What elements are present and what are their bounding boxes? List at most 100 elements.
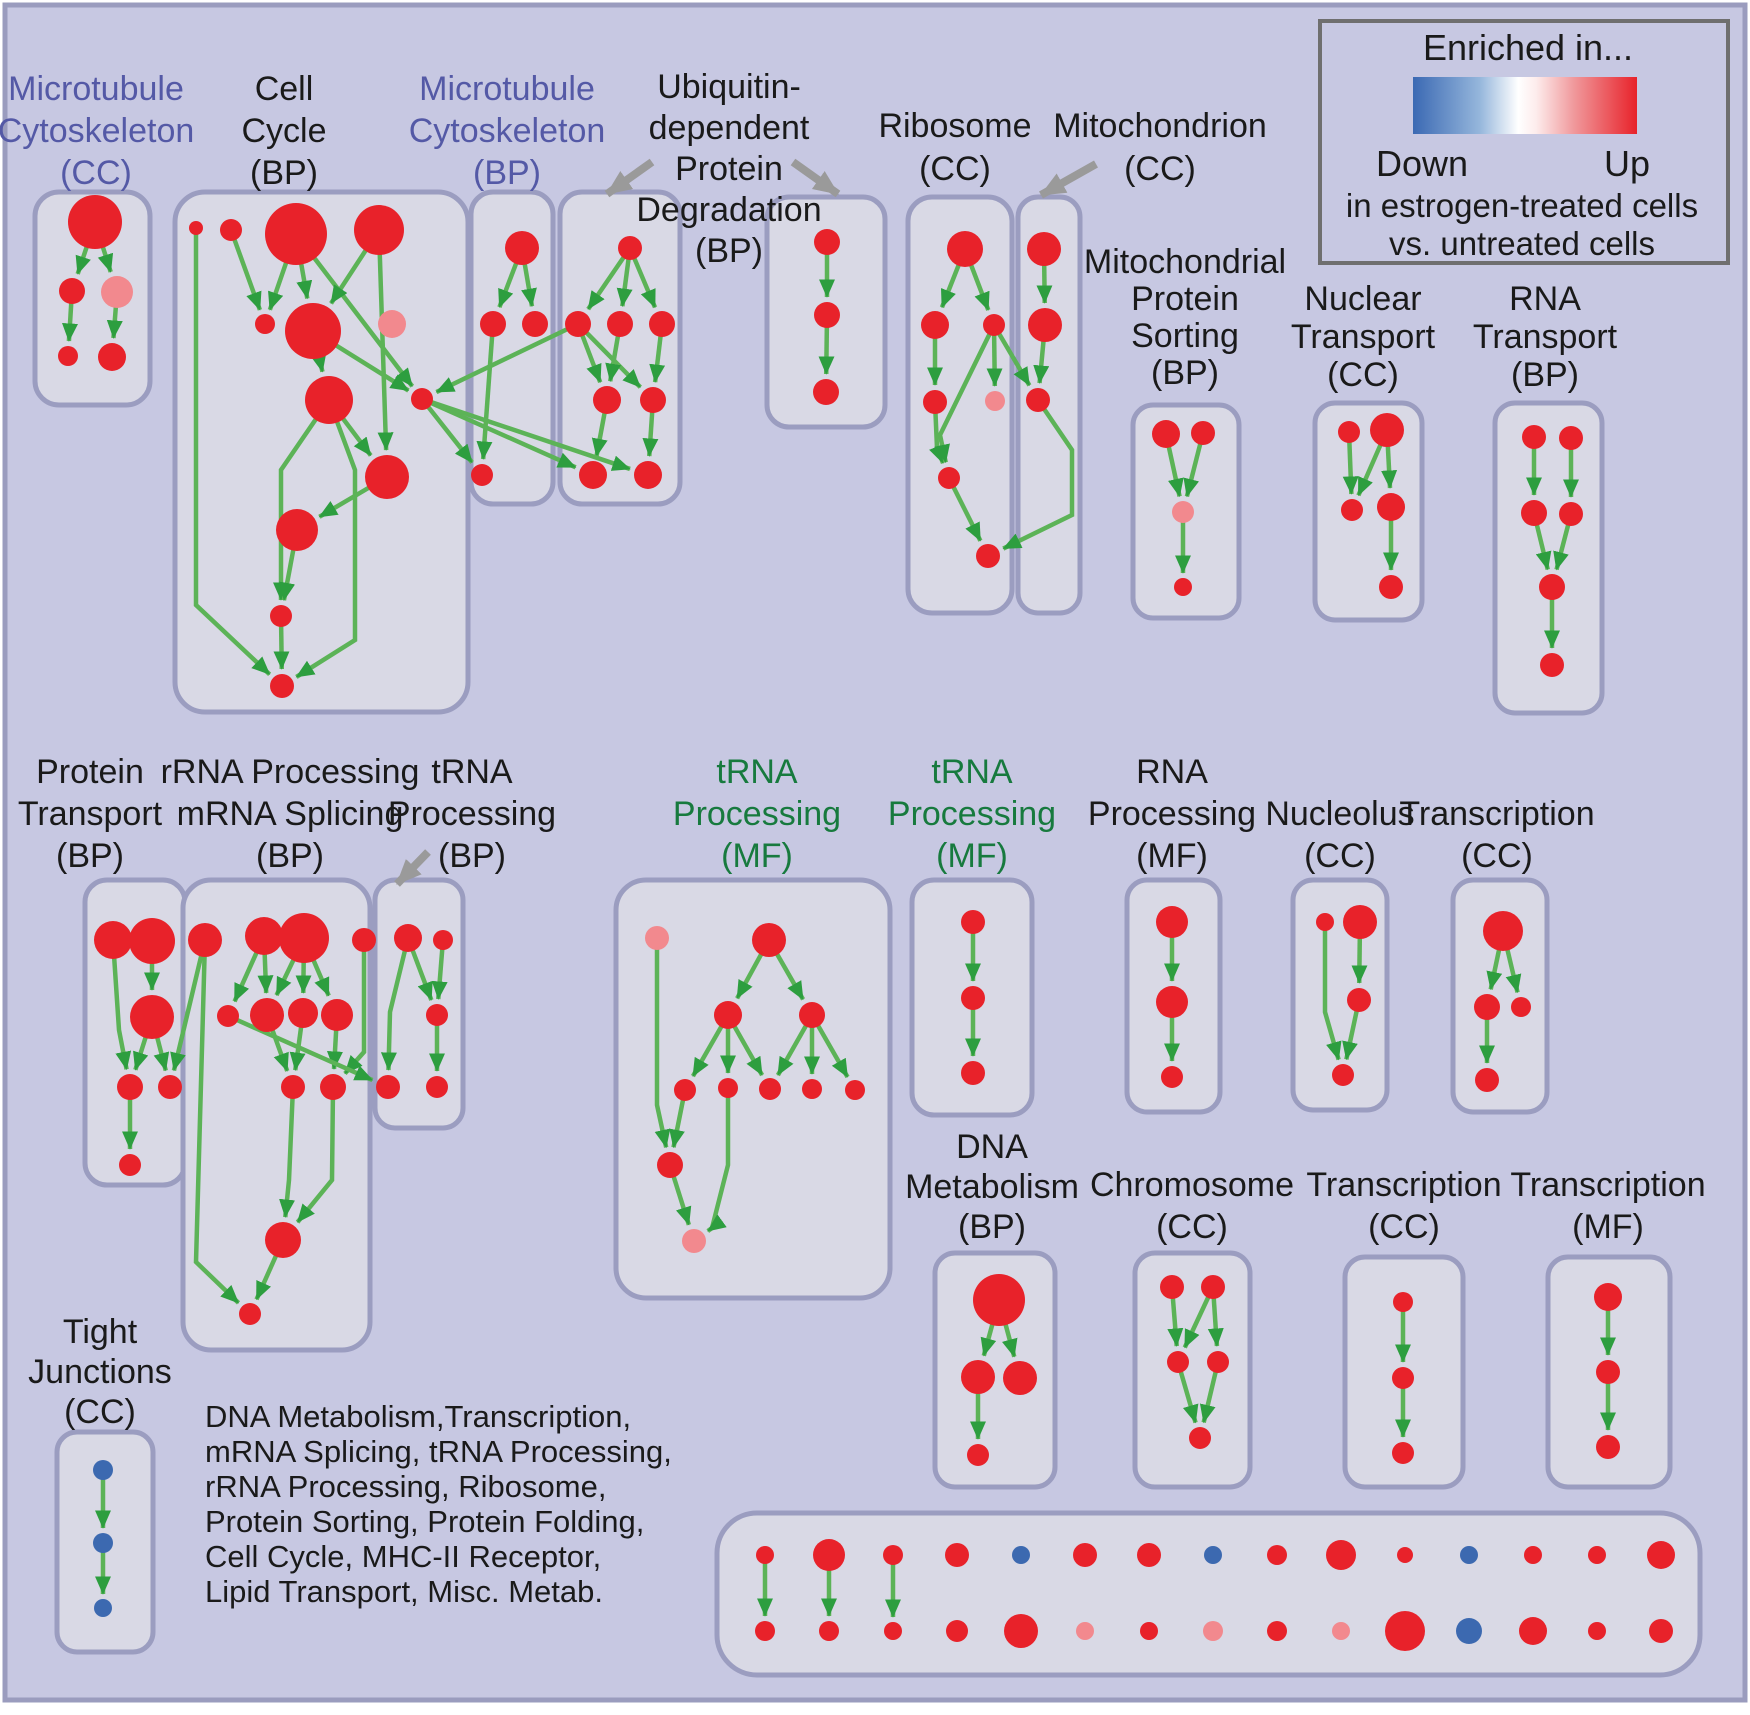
go-term-node-r6f xyxy=(938,467,960,489)
go-term-node-f14k xyxy=(682,1229,706,1253)
go-term-node-f14d xyxy=(799,1002,825,1028)
label-microtubule-cytoskeleton-bp: Microtubule Cytoskeleton (BP) xyxy=(409,70,606,192)
go-term-node-u4f xyxy=(640,387,666,413)
go-term-node-d3 xyxy=(884,1622,902,1640)
go-term-node-u4a xyxy=(618,236,642,260)
box-trna-mf-1 xyxy=(613,877,893,1301)
go-term-node-x3 xyxy=(1392,1442,1414,1464)
go-term-node-n1c xyxy=(101,276,133,308)
go-term-node-cc13 xyxy=(270,674,294,698)
go-term-node-rr11 xyxy=(265,1222,301,1258)
label-mitochondrial-protein-sorting-bp-line-2: Sorting xyxy=(1131,317,1239,355)
label-ribosome-cc-line-1: (CC) xyxy=(919,150,991,188)
box-miscellaneous xyxy=(714,1510,1703,1678)
go-term-node-rr12 xyxy=(239,1303,261,1325)
edge-m7c-r6g xyxy=(1002,398,1075,551)
go-term-node-d13 xyxy=(1519,1617,1547,1645)
label-transcription-mf-line-0: Transcription xyxy=(1510,1166,1705,1204)
go-term-node-y2 xyxy=(1596,1360,1620,1384)
misc-line-0: DNA Metabolism,Transcription, xyxy=(205,1399,631,1434)
go-term-node-q16a xyxy=(1156,906,1188,938)
edge-cc1-cc13 xyxy=(193,228,272,676)
go-term-node-cc1 xyxy=(189,221,203,235)
label-protein-transport-bp-line-0: Protein xyxy=(36,753,144,791)
label-microtubule-cytoskeleton-bp-line-2: (BP) xyxy=(473,154,541,192)
label-tight-junctions-cc: Tight Junctions (CC) xyxy=(28,1313,172,1431)
label-dna-metabolism-bp-line-0: DNA xyxy=(956,1128,1028,1166)
go-term-node-tj1 xyxy=(93,1460,113,1480)
edge-r6c-r6f xyxy=(934,324,997,464)
arrow-to-ubiquitin-box-1 xyxy=(604,158,655,198)
label-tight-junctions-cc-line-2: (CC) xyxy=(64,1393,136,1431)
go-term-node-tj3 xyxy=(94,1599,112,1617)
go-term-node-c15 xyxy=(1647,1541,1675,1569)
label-trna-processing-mf-1-line-2: (MF) xyxy=(721,837,793,875)
go-term-node-n1b xyxy=(59,278,85,304)
label-chromosome-cc: Chromosome (CC) xyxy=(1090,1166,1294,1246)
go-term-node-f14c xyxy=(714,1001,742,1029)
label-ubiquitin-dependent-protein-degradation-bp-line-0: Ubiquitin- xyxy=(657,68,801,106)
label-ubiquitin-dependent-protein-degradation-bp: Ubiquitin-dependent Protein Degradation (BP… xyxy=(636,68,821,270)
label-cell-cycle-bp-line-2: (BP) xyxy=(250,154,318,192)
go-term-node-c10 xyxy=(1326,1540,1356,1570)
go-term-node-rr3 xyxy=(279,913,329,963)
legend-subtitle-line-1: in estrogen-treated cells xyxy=(1346,187,1698,224)
go-term-node-ch5 xyxy=(1189,1427,1211,1449)
edge-f14a-f14j xyxy=(654,938,671,1149)
label-trna-processing-mf-2-line-2: (MF) xyxy=(936,837,1008,875)
label-trna-processing-mf-2-line-1: Processing xyxy=(888,795,1056,833)
label-transcription-cc-bottom-line-0: Transcription xyxy=(1306,1166,1501,1204)
edge-r6c-m7c xyxy=(992,323,1032,387)
go-term-node-r6d xyxy=(923,390,947,414)
label-protein-transport-bp-line-2: (BP) xyxy=(56,837,124,875)
edge-cc9-u4h xyxy=(421,396,631,472)
go-term-node-f15a xyxy=(961,910,985,934)
go-term-node-nl1 xyxy=(1316,913,1334,931)
go-term-node-cc3 xyxy=(265,203,327,265)
label-trna-processing-bp: tRNA Processing (BP) xyxy=(388,753,556,875)
go-term-node-t13a xyxy=(394,924,422,952)
go-term-node-d11 xyxy=(1385,1611,1425,1651)
go-term-node-cc10 xyxy=(365,455,409,499)
go-term-node-u5a xyxy=(814,229,840,255)
legend-down-label: Down xyxy=(1376,143,1468,184)
go-term-node-c2 xyxy=(813,1539,845,1571)
misc-line-1: mRNA Splicing, tRNA Processing, xyxy=(205,1434,672,1469)
go-term-node-q16b xyxy=(1156,986,1188,1018)
go-term-node-dm2 xyxy=(961,1360,995,1394)
label-ubiquitin-dependent-protein-degradation-bp-line-1: dependent xyxy=(649,109,810,147)
go-term-node-r6c xyxy=(983,314,1005,336)
label-microtubule-cytoskeleton-bp-line-0: Microtubule xyxy=(419,70,595,108)
go-term-node-u4b xyxy=(565,311,591,337)
arrow-to-trna-bp-box xyxy=(394,849,431,887)
go-term-node-tc4 xyxy=(1475,1068,1499,1092)
go-term-node-d2 xyxy=(819,1621,839,1641)
label-mitochondrion-cc-line-0: Mitochondrion xyxy=(1053,107,1267,145)
go-term-node-c6 xyxy=(1073,1543,1097,1567)
go-term-node-p8c xyxy=(1172,501,1194,523)
label-ribosome-cc: Ribosome (CC) xyxy=(878,107,1031,188)
go-term-node-c12 xyxy=(1460,1546,1478,1564)
go-term-node-f15c xyxy=(961,1061,985,1085)
label-transcription-cc-bottom-line-1: (CC) xyxy=(1368,1208,1440,1246)
label-microtubule-cytoskeleton-bp-line-1: Cytoskeleton xyxy=(409,112,606,150)
label-chromosome-cc-line-0: Chromosome xyxy=(1090,1166,1294,1204)
edge-u4b-u4f xyxy=(576,322,642,389)
label-ubiquitin-dependent-protein-degradation-bp-line-4: (BP) xyxy=(695,232,763,270)
go-term-node-y3 xyxy=(1596,1435,1620,1459)
label-transcription-cc-mid-line-1: (CC) xyxy=(1461,837,1533,875)
go-term-node-p8b xyxy=(1191,421,1215,445)
go-term-node-c7 xyxy=(1137,1543,1161,1567)
edge-rr1-pt5 xyxy=(170,939,208,1072)
misc-line-2: rRNA Processing, Ribosome, xyxy=(205,1469,606,1504)
label-rna-transport-bp: RNA Transport (BP) xyxy=(1473,280,1618,394)
go-term-node-n1a xyxy=(68,195,122,249)
go-term-node-dm3 xyxy=(1003,1361,1037,1395)
go-term-node-t13e xyxy=(426,1076,448,1098)
go-term-node-rr1 xyxy=(188,923,222,957)
label-rna-processing-mf-line-1: Processing xyxy=(1088,795,1256,833)
label-tight-junctions-cc-line-1: Junctions xyxy=(28,1353,172,1391)
go-term-node-ch4 xyxy=(1207,1351,1229,1373)
go-term-node-tj2 xyxy=(93,1533,113,1553)
